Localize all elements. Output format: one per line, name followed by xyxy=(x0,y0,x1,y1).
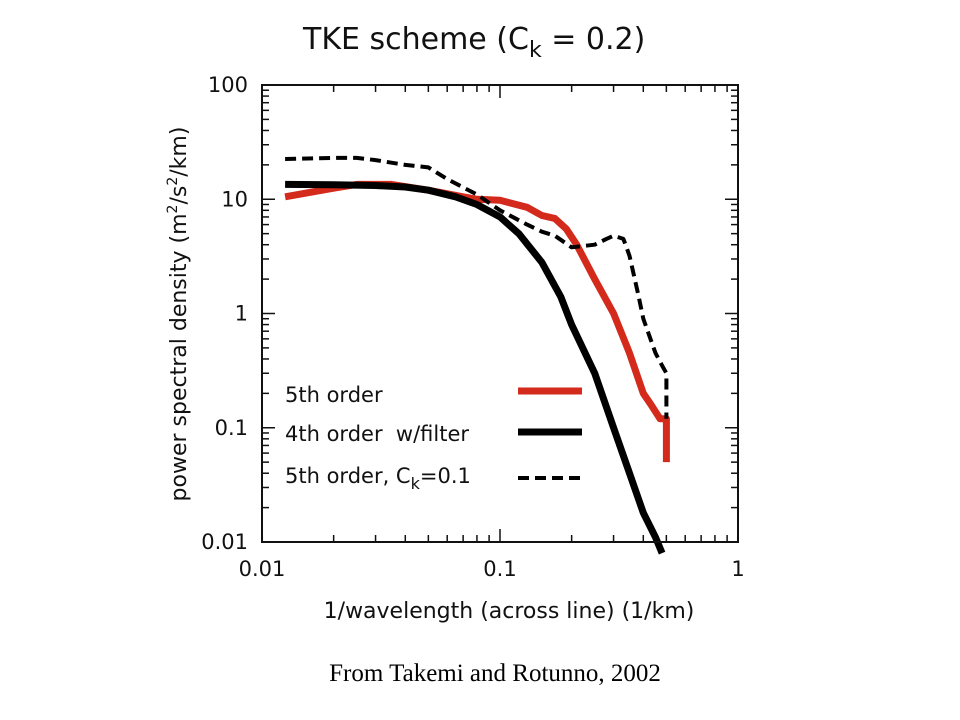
y-axis-label-superscript-2: 2 xyxy=(165,177,181,186)
y-tick-label: 0.1 xyxy=(215,416,248,440)
legend-label-1: 5th order xyxy=(285,383,383,407)
y-axis-label: power spectral density (m2/s2/km) xyxy=(165,127,192,502)
y-axis-label-superscript-1: 2 xyxy=(165,205,181,214)
legend-label-3: 5th order, Ck=0.1 xyxy=(285,464,471,493)
y-tick-label: 10 xyxy=(221,187,248,211)
x-axis-label: 1/wavelength (across line) (1/km) xyxy=(324,599,695,624)
y-axis-label-part-1: power spectral density (m xyxy=(167,213,192,501)
chart-title-suffix: = 0.2) xyxy=(542,22,646,57)
legend-label-3-suffix: =0.1 xyxy=(420,464,471,488)
y-tick-label: 100 xyxy=(208,73,248,97)
y-axis-label-part-2: /s xyxy=(167,186,192,205)
chart-title-main: TKE scheme (C xyxy=(302,22,529,57)
x-tick-label: 0.1 xyxy=(483,557,516,581)
legend: 5th order 4th order w/filter 5th order, … xyxy=(285,383,582,493)
tick-labels-layer: 0.01 0.1 1 0.01 0.1 1 10 100 xyxy=(201,73,744,581)
legend-label-3-subscript: k xyxy=(411,474,421,493)
series-layer xyxy=(284,155,670,555)
y-axis-label-part-3: /km) xyxy=(167,127,192,177)
y-tick-label: 0.01 xyxy=(201,530,248,554)
plot-frame xyxy=(261,84,739,543)
chart-title-subscript: k xyxy=(529,38,542,63)
series-line-3 xyxy=(285,155,669,419)
source-caption: From Takemi and Rotunno, 2002 xyxy=(329,660,661,687)
y-tick-label: 1 xyxy=(235,302,248,326)
x-tick-label: 0.01 xyxy=(239,557,286,581)
legend-label-2: 4th order w/filter xyxy=(285,422,469,446)
legend-label-3-main: 5th order, C xyxy=(285,464,411,488)
series-line-2 xyxy=(285,180,666,555)
x-tick-label: 1 xyxy=(731,557,744,581)
chart-title: TKE scheme (Ck = 0.2) xyxy=(302,22,645,63)
